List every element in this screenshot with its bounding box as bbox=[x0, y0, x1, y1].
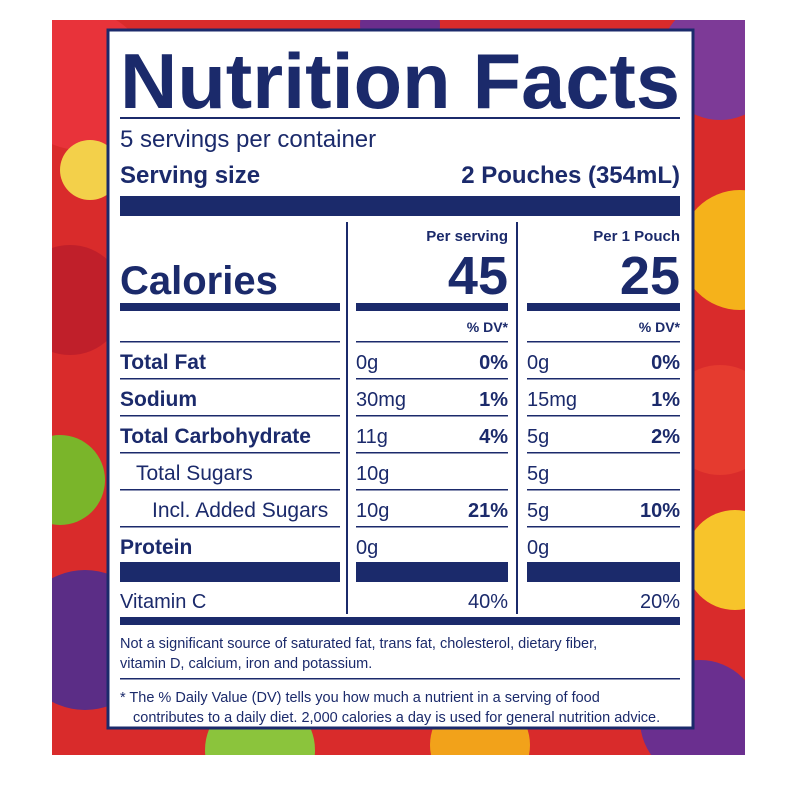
amount: 5g bbox=[527, 426, 549, 448]
amount: 0g bbox=[356, 537, 378, 559]
column-header: Per 1 Pouch bbox=[593, 228, 680, 245]
medium-rule bbox=[527, 303, 680, 311]
column-header: Per serving bbox=[426, 228, 508, 245]
thick-rule bbox=[527, 562, 680, 582]
thin-rule bbox=[356, 341, 508, 343]
thick-rule bbox=[356, 562, 508, 582]
thin-rule bbox=[527, 341, 680, 343]
amount: 10g bbox=[356, 500, 389, 522]
thin-rule bbox=[356, 526, 508, 528]
daily-value: 21% bbox=[468, 500, 508, 522]
thin-rule bbox=[527, 415, 680, 417]
thick-rule bbox=[120, 562, 340, 582]
vitamin-name: Vitamin C bbox=[120, 591, 206, 613]
amount: 11g bbox=[356, 426, 388, 448]
daily-value: 0% bbox=[651, 352, 680, 374]
daily-value: 1% bbox=[479, 389, 508, 411]
nutrient-name: Total Fat bbox=[120, 351, 206, 374]
dv-header: % DV* bbox=[467, 319, 509, 335]
calories-label: Calories bbox=[120, 259, 278, 303]
footnote: vitamin D, calcium, iron and potassium. bbox=[120, 656, 372, 672]
medium-rule bbox=[356, 303, 508, 311]
title: Nutrition Facts bbox=[120, 37, 680, 125]
daily-value: 1% bbox=[651, 389, 680, 411]
amount: 0g bbox=[527, 352, 549, 374]
calories-value: 45 bbox=[448, 246, 508, 306]
daily-value: 40% bbox=[468, 591, 508, 613]
footnote: contributes to a daily diet. 2,000 calor… bbox=[133, 710, 660, 726]
thin-rule bbox=[120, 489, 340, 491]
thin-rule bbox=[120, 378, 340, 380]
daily-value: 4% bbox=[479, 426, 508, 448]
thin-rule bbox=[356, 415, 508, 417]
thin-rule bbox=[527, 378, 680, 380]
daily-value: 0% bbox=[479, 352, 508, 374]
nutrient-name: Incl. Added Sugars bbox=[152, 499, 328, 522]
thin-rule bbox=[527, 489, 680, 491]
amount: 30mg bbox=[356, 389, 406, 411]
thin-rule bbox=[356, 489, 508, 491]
serving-size-label: Serving size bbox=[120, 162, 260, 189]
medium-rule bbox=[120, 303, 340, 311]
thick-rule bbox=[120, 196, 680, 216]
amount: 5g bbox=[527, 463, 549, 485]
thin-rule bbox=[356, 452, 508, 454]
amount: 15mg bbox=[527, 389, 577, 411]
amount: 10g bbox=[356, 463, 389, 485]
nutrient-name: Total Carbohydrate bbox=[120, 425, 311, 448]
daily-value: 20% bbox=[640, 591, 680, 613]
thin-rule bbox=[120, 526, 340, 528]
thin-rule bbox=[120, 678, 680, 680]
thin-rule bbox=[527, 526, 680, 528]
footnote: Not a significant source of saturated fa… bbox=[120, 636, 597, 652]
nutrient-name: Sodium bbox=[120, 388, 197, 411]
footnote: * The % Daily Value (DV) tells you how m… bbox=[120, 690, 600, 706]
amount: 0g bbox=[527, 537, 549, 559]
serving-size-value: 2 Pouches (354mL) bbox=[461, 162, 680, 189]
amount: 5g bbox=[527, 500, 549, 522]
rule bbox=[120, 117, 680, 119]
medium-rule bbox=[120, 617, 680, 625]
servings: 5 servings per container bbox=[120, 126, 376, 153]
thin-rule bbox=[527, 452, 680, 454]
dv-header: % DV* bbox=[639, 319, 681, 335]
daily-value: 2% bbox=[651, 426, 680, 448]
thin-rule bbox=[120, 415, 340, 417]
calories-value: 25 bbox=[620, 246, 680, 306]
daily-value: 10% bbox=[640, 500, 680, 522]
thin-rule bbox=[356, 378, 508, 380]
amount: 0g bbox=[356, 352, 378, 374]
nutrient-name: Protein bbox=[120, 536, 192, 559]
nutrient-name: Total Sugars bbox=[136, 462, 253, 485]
thin-rule bbox=[120, 452, 340, 454]
thin-rule bbox=[120, 341, 340, 343]
